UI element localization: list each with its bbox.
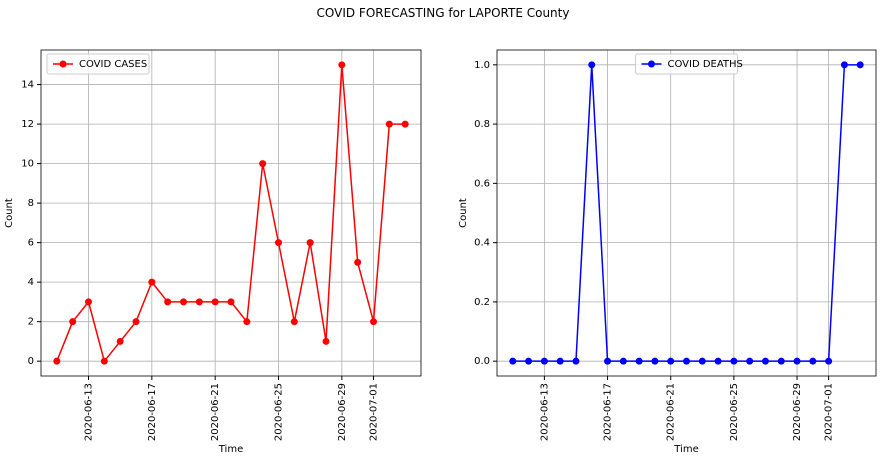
x-tick-label: 2020-06-21 <box>210 383 221 441</box>
y-tick-label: 0.6 <box>474 178 490 189</box>
data-point <box>777 357 785 365</box>
legend-box <box>46 53 150 75</box>
y-tick-label: 6 <box>28 238 34 249</box>
data-point <box>53 357 61 365</box>
data-point <box>714 357 722 365</box>
data-point <box>195 298 203 306</box>
x-tick-label: 2020-06-17 <box>147 383 158 441</box>
x-tick-label: 2020-06-29 <box>792 383 803 441</box>
x-tick-label: 2020-06-25 <box>274 383 285 441</box>
data-point <box>588 61 596 69</box>
x-tick-label: 2020-07-01 <box>824 383 835 441</box>
data-point <box>572 357 580 365</box>
data-point <box>683 357 690 365</box>
data-point <box>635 357 643 365</box>
y-tick-label: 0.0 <box>474 356 490 367</box>
data-point <box>259 160 267 168</box>
data-point <box>164 298 172 306</box>
data-point <box>132 318 140 326</box>
x-axis-label: Time <box>673 444 698 455</box>
legend-marker <box>648 60 655 68</box>
data-point <box>556 357 564 365</box>
x-tick-label: 2020-07-01 <box>369 383 380 441</box>
data-point <box>698 357 706 365</box>
data-point <box>809 357 817 365</box>
y-tick-label: 2 <box>28 317 34 328</box>
y-tick-label: 0 <box>28 356 34 367</box>
figure-title: COVID FORECASTING for LAPORTE County <box>317 6 570 20</box>
y-tick-label: 8 <box>28 198 34 209</box>
data-point <box>211 298 219 306</box>
y-tick-label: 14 <box>21 80 34 91</box>
y-tick-label: 10 <box>21 159 34 170</box>
y-tick-label: 0.8 <box>474 119 490 130</box>
y-tick-label: 0.2 <box>474 297 490 308</box>
data-point <box>401 120 409 128</box>
data-point <box>85 298 92 306</box>
data-point <box>619 357 627 365</box>
y-tick-label: 1.0 <box>474 60 490 71</box>
legend-label: COVID CASES <box>79 59 147 70</box>
x-tick-label: 2020-06-25 <box>729 383 740 441</box>
data-point <box>100 357 108 365</box>
data-point <box>338 61 346 69</box>
data-point <box>69 318 77 326</box>
data-point <box>354 258 362 266</box>
y-tick-label: 4 <box>28 277 34 288</box>
x-tick-label: 2020-06-29 <box>337 383 348 441</box>
data-point <box>385 120 393 128</box>
data-point <box>180 298 187 306</box>
data-point <box>793 357 801 365</box>
x-tick-label: 2020-06-17 <box>603 383 614 441</box>
data-point <box>540 357 548 365</box>
data-point <box>227 298 235 306</box>
y-tick-label: 0.4 <box>474 238 490 249</box>
data-point <box>148 278 156 286</box>
data-point <box>825 357 833 365</box>
data-point <box>525 357 533 365</box>
y-tick-label: 12 <box>21 119 34 130</box>
legend-marker <box>59 60 67 68</box>
y-axis-label: Count <box>458 198 469 228</box>
data-point <box>370 318 377 326</box>
x-tick-label: 2020-06-21 <box>666 383 677 441</box>
data-point <box>509 357 517 365</box>
axes-frame <box>496 49 877 377</box>
data-point <box>306 239 314 247</box>
y-axis-label: Count <box>4 198 15 228</box>
data-point <box>856 61 864 69</box>
data-point <box>243 318 251 326</box>
x-tick-label: 2020-06-13 <box>84 383 95 441</box>
data-point <box>761 357 769 365</box>
axes-frame <box>40 49 422 377</box>
data-point <box>840 61 848 69</box>
data-point <box>275 239 282 247</box>
data-point <box>322 337 330 345</box>
legend-box <box>635 53 738 75</box>
data-point <box>116 337 124 345</box>
legend-label: COVID DEATHS <box>668 59 743 70</box>
x-tick-label: 2020-06-13 <box>539 383 550 441</box>
data-point <box>746 357 754 365</box>
data-point <box>667 357 675 365</box>
data-point <box>730 357 738 365</box>
data-point <box>290 318 298 326</box>
data-point <box>604 357 612 365</box>
x-axis-label: Time <box>218 444 243 455</box>
data-point <box>651 357 659 365</box>
